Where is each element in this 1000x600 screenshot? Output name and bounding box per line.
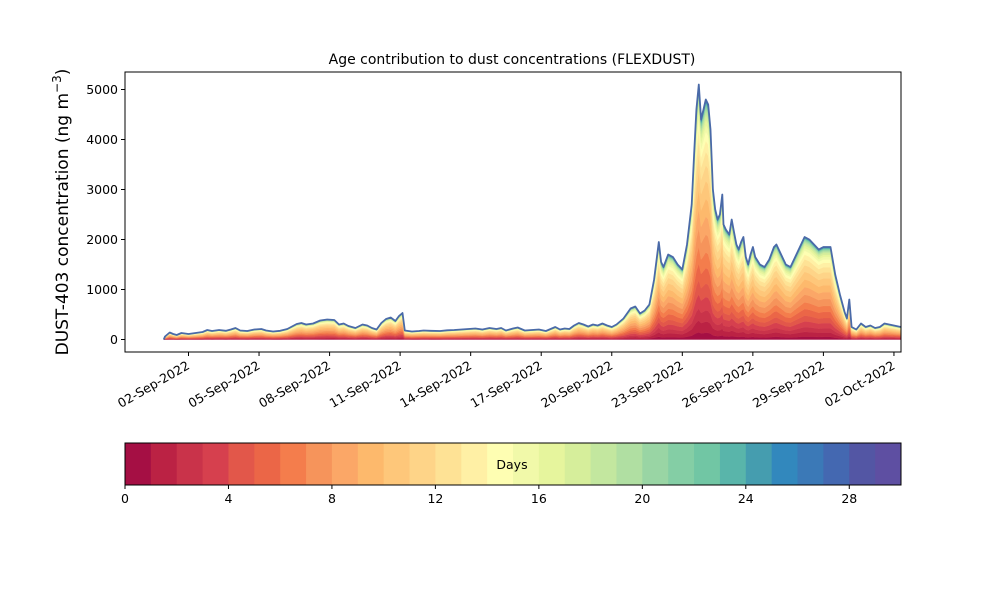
colorbar-swatch: [875, 443, 902, 485]
colorbar-tick-label: 8: [328, 491, 336, 506]
colorbar-swatch: [513, 443, 540, 485]
colorbar-swatch: [202, 443, 229, 485]
age-layer-day-21: [163, 90, 901, 340]
age-layer-day-23: [163, 87, 901, 340]
age-layer-day-15: [163, 111, 901, 340]
colorbar-swatch: [331, 443, 359, 485]
x-tick-label: 26-Sep-2022: [679, 358, 756, 411]
age-layer-day-17: [163, 100, 901, 340]
age-layer-day-26: [163, 85, 901, 340]
colorbar-label: Days: [496, 457, 527, 472]
colorbar-swatch: [435, 443, 462, 485]
age-layer-day-29: [163, 84, 901, 340]
total-concentration-line: [162, 83, 901, 340]
colorbar-swatch: [849, 443, 876, 485]
colorbar-tick-label: 16: [531, 491, 547, 506]
y-tick-label: 0: [110, 332, 118, 347]
age-layer-day-14: [163, 118, 901, 340]
x-axis: 02-Sep-202205-Sep-202208-Sep-202211-Sep-…: [115, 352, 898, 411]
colorbar-swatch: [564, 443, 592, 485]
age-layer-day-9: [163, 189, 901, 340]
colorbar-swatch: [409, 443, 436, 485]
colorbar-swatch: [280, 443, 307, 485]
age-layer-day-22: [163, 88, 901, 340]
colorbar-swatch: [590, 443, 617, 485]
colorbar-swatch: [150, 443, 178, 485]
colorbar-swatch: [745, 443, 773, 485]
x-tick-label: 11-Sep-2022: [327, 358, 404, 411]
x-tick-label: 14-Sep-2022: [397, 358, 474, 411]
y-axis-label-close: ): [53, 69, 73, 76]
y-tick-label: 1000: [86, 282, 118, 297]
age-layer-day-12: [163, 140, 901, 340]
y-axis-label-main: DUST-403 concentration (ng m: [53, 93, 73, 355]
x-tick-label: 20-Sep-2022: [538, 358, 615, 411]
y-tick-label: 2000: [86, 232, 118, 247]
colorbar-swatch: [538, 443, 566, 485]
colorbar-swatch: [823, 443, 850, 485]
chart-title: Age contribution to dust concentrations …: [329, 52, 696, 68]
y-axis: 0 1000 2000 3000 4000 5000: [86, 82, 125, 347]
age-layer-day-18: [163, 97, 901, 340]
colorbar-swatch: [668, 443, 695, 485]
colorbar-tick-label: 28: [841, 491, 857, 506]
colorbar-swatch: [357, 443, 385, 485]
age-layer-day-27: [163, 84, 901, 340]
colorbar-swatch: [125, 443, 152, 485]
colorbar-swatch: [719, 443, 747, 485]
age-layer-day-8: [163, 208, 901, 340]
colorbar-swatch: [461, 443, 488, 485]
plot-frame: [124, 71, 902, 353]
age-layer-day-25: [163, 85, 901, 340]
colorbar: 0 4 8 12 16 20 24 28: [121, 442, 902, 506]
x-tick-label: 17-Sep-2022: [468, 358, 545, 411]
age-layer-day-11: [163, 154, 901, 340]
age-layer-day-20: [163, 92, 901, 340]
y-tick-label: 3000: [86, 182, 118, 197]
age-layer-day-10: [163, 170, 901, 340]
colorbar-swatch: [642, 443, 669, 485]
colorbar-swatch: [254, 443, 281, 485]
x-tick-label: 05-Sep-2022: [185, 358, 262, 411]
y-axis-label: DUST-403 concentration (ng m−3): [50, 69, 73, 356]
colorbar-swatch: [771, 443, 799, 485]
colorbar-swatch: [694, 443, 721, 485]
x-tick-label: 08-Sep-2022: [256, 358, 333, 411]
x-tick-label: 29-Sep-2022: [750, 358, 827, 411]
colorbar-frame: [124, 442, 902, 486]
colorbar-swatch: [487, 443, 514, 485]
age-layer-day-28: [163, 84, 901, 340]
y-axis-label-superscript: −3: [50, 75, 64, 93]
age-layer-day-13: [163, 128, 901, 340]
x-tick-label: 23-Sep-2022: [609, 358, 686, 411]
colorbar-swatch: [228, 443, 255, 485]
colorbar-swatch: [383, 443, 411, 485]
colorbar-tick-label: 24: [738, 491, 754, 506]
y-tick-label: 5000: [86, 82, 118, 97]
colorbar-swatch: [176, 443, 204, 485]
colorbar-swatch: [306, 443, 333, 485]
colorbar-swatch: [797, 443, 824, 485]
age-layer-day-7: [163, 227, 901, 340]
age-layer-day-19: [163, 94, 901, 340]
x-tick-label: 02-Oct-2022: [822, 358, 898, 410]
age-layer-day-6: [163, 246, 901, 340]
colorbar-tick-label: 4: [224, 491, 232, 506]
x-tick-label: 02-Sep-2022: [115, 358, 192, 411]
colorbar-tick-label: 20: [634, 491, 650, 506]
plot-area: [162, 83, 901, 340]
colorbar-tick-label: 12: [427, 491, 443, 506]
age-layer-day-16: [163, 105, 901, 340]
colorbar-tick-label: 0: [121, 491, 129, 506]
colorbar-swatch: [616, 443, 643, 485]
y-tick-label: 4000: [86, 132, 118, 147]
age-layer-day-24: [163, 86, 901, 340]
